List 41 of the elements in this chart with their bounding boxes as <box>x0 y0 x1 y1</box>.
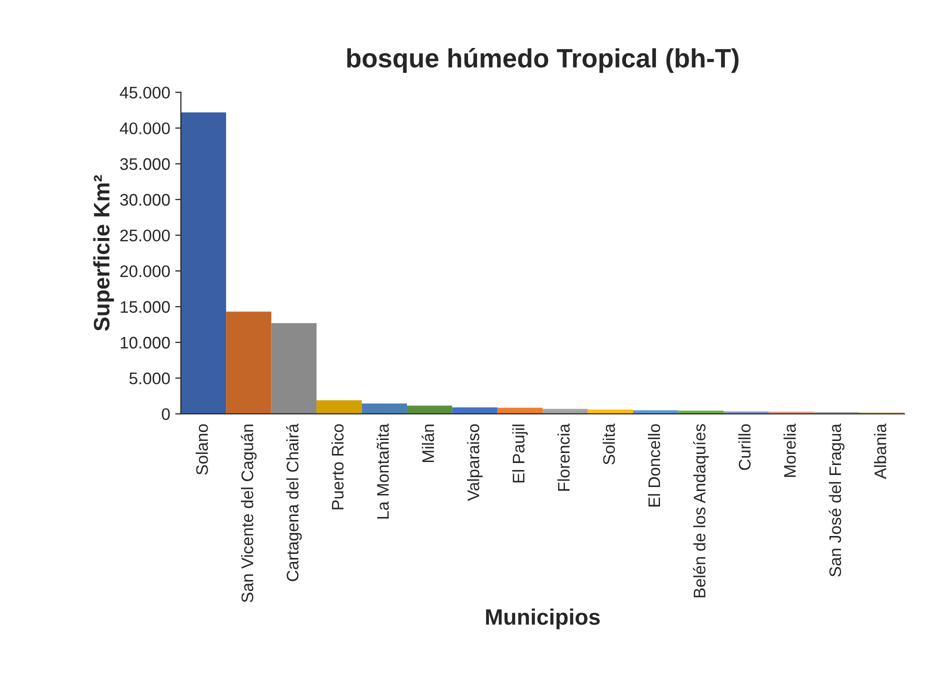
bar <box>271 323 317 414</box>
x-tick-label: Morelia <box>784 424 796 477</box>
x-tick-label: Cartagena del Chairá <box>286 424 302 582</box>
y-tick-label: 40.000 <box>120 122 170 134</box>
y-tick-label: 30.000 <box>120 194 170 206</box>
y-axis-title: Superficie Km² <box>93 175 114 331</box>
x-tick-label: Valparaiso <box>467 424 483 501</box>
y-tick-label: 10.000 <box>120 336 170 349</box>
chart-title: bosque húmedo Tropical (bh-T) <box>347 48 739 73</box>
bar <box>542 408 588 414</box>
bar <box>497 408 543 414</box>
x-tick-label: San Vicente del Caguán <box>240 424 257 602</box>
x-tick-label: San José del Fragua <box>828 424 844 577</box>
x-tick-label: Milán <box>422 424 434 462</box>
x-axis-title: Municipios <box>486 608 600 630</box>
y-tick-label: 0 <box>162 408 170 420</box>
x-tick-label: Puerto Rico <box>331 424 344 510</box>
y-tick-label: 25.000 <box>120 230 170 242</box>
bar <box>588 410 634 414</box>
x-tick-label: Albania <box>874 424 886 480</box>
bar <box>226 312 272 414</box>
x-tick-label: Solita <box>602 424 615 464</box>
x-tick-label: La Montañita <box>376 424 389 519</box>
x-tick-label: Florencia <box>557 424 570 491</box>
bar <box>362 403 407 414</box>
bar <box>633 410 678 414</box>
bar <box>406 406 452 414</box>
y-tick-label: 15.000 <box>120 301 170 313</box>
y-tick-label: 5.000 <box>129 372 170 384</box>
x-tick-label: El Doncello <box>648 424 660 506</box>
bar <box>316 400 362 414</box>
x-tick-label: Curillo <box>738 424 751 470</box>
y-tick-label: 20.000 <box>120 265 170 278</box>
x-tick-label: Belén de los Andaquíes <box>693 424 709 598</box>
bar <box>678 410 724 414</box>
y-tick-label: 35.000 <box>120 158 170 170</box>
y-tick-label: 45.000 <box>120 86 170 99</box>
bar <box>452 407 498 414</box>
x-tick-label: Solano <box>196 424 208 475</box>
x-tick-label: El Paujil <box>512 424 528 482</box>
bar <box>180 112 226 414</box>
